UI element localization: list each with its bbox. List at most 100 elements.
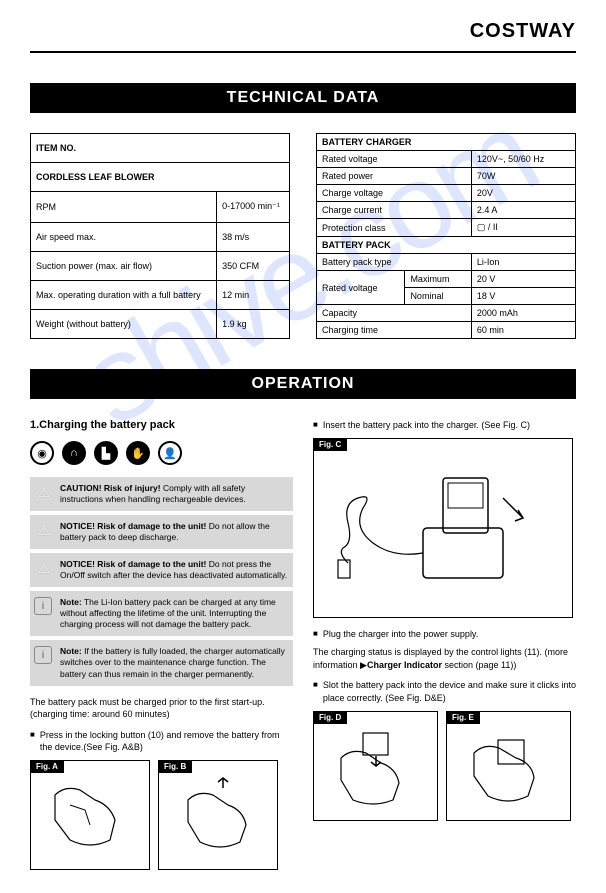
- brand-logo: COSTWAY: [30, 20, 576, 53]
- info-icon: i: [34, 597, 52, 615]
- notice-text: The Li-Ion battery pack can be charged a…: [60, 597, 276, 629]
- figure-label: Fig. C: [313, 438, 347, 451]
- notice-bold: Note:: [60, 646, 82, 656]
- table-cell: 70W: [471, 168, 575, 185]
- section-header-operation: OPERATION: [30, 369, 576, 399]
- table-cell: Weight (without battery): [31, 309, 217, 338]
- caution-box: ⚠ CAUTION! Risk of injury! Comply with a…: [30, 477, 293, 511]
- body-text-bold: Charger Indicator: [367, 660, 442, 670]
- figure-label: Fig. E: [446, 711, 480, 724]
- figure-label: Fig. B: [158, 760, 192, 773]
- table-cell: Suction power (max. air flow): [31, 251, 217, 280]
- tech-table-blower: ITEM NO. CORDLESS LEAF BLOWER RPM0-17000…: [30, 133, 290, 339]
- table-cell: 2.4 A: [471, 202, 575, 219]
- notice-bold: CAUTION! Risk of injury!: [60, 483, 161, 493]
- bullet-item: ■ Plug the charger into the power supply.: [313, 628, 576, 641]
- bullet-item: ■ Insert the battery pack into the charge…: [313, 419, 576, 432]
- bullet-marker-icon: ■: [313, 679, 318, 704]
- table-cell: 20 V: [471, 271, 575, 288]
- table-cell: Rated voltage: [317, 271, 405, 305]
- table-cell: 18 V: [471, 288, 575, 305]
- figure-e-image: [447, 712, 570, 820]
- table-cell: Rated voltage: [317, 151, 472, 168]
- table-cell: Rated power: [317, 168, 472, 185]
- safety-icon-row: ◉ ∩ ▙ ✋ 👤: [30, 441, 293, 465]
- table-cell: Capacity: [317, 305, 472, 322]
- section-header-technical-data: TECHNICAL DATA: [30, 83, 576, 113]
- table-cell: Air speed max.: [31, 222, 217, 251]
- table-header: CORDLESS LEAF BLOWER: [31, 163, 290, 192]
- operation-left-column: 1.Charging the battery pack ◉ ∩ ▙ ✋ 👤 ⚠ …: [30, 419, 293, 880]
- bullet-marker-icon: ■: [313, 419, 318, 432]
- figure-b-image: [159, 761, 277, 869]
- figure-c-image: [314, 439, 572, 617]
- body-text-part: section (page 11)): [442, 660, 516, 670]
- figure-d-image: [314, 712, 437, 820]
- tech-table-battery: BATTERY CHARGER Rated voltage120V~, 50/6…: [316, 133, 576, 339]
- figure-c: Fig. C: [313, 438, 573, 618]
- bullet-marker-icon: ■: [30, 729, 35, 754]
- notice-bold: NOTICE! Risk of damage to the unit!: [60, 521, 206, 531]
- figure-b: Fig. B: [158, 760, 278, 870]
- bullet-text: Plug the charger into the power supply.: [323, 628, 478, 641]
- table-cell: Nominal: [405, 288, 471, 305]
- note-box: i Note: If the battery is fully loaded, …: [30, 640, 293, 685]
- table-cell: 38 m/s: [217, 222, 290, 251]
- table-cell: Max. operating duration with a full batt…: [31, 280, 217, 309]
- notice-text: If the battery is fully loaded, the char…: [60, 646, 285, 678]
- table-cell: 0-17000 min⁻¹: [217, 192, 290, 223]
- table-cell: 120V~, 50/60 Hz: [471, 151, 575, 168]
- table-cell: 1.9 kg: [217, 309, 290, 338]
- bullet-text: Slot the battery pack into the device an…: [323, 679, 576, 704]
- table-cell: 20V: [471, 185, 575, 202]
- figure-row-ab: Fig. A Fig. B: [30, 760, 293, 870]
- bullet-item: ■Slot the battery pack into the device a…: [313, 679, 576, 704]
- bullet-marker-icon: ■: [313, 628, 318, 641]
- table-cell: 2000 mAh: [471, 305, 575, 322]
- clothing-icon: 👤: [158, 441, 182, 465]
- bullet-text: Press in the locking button (10) and rem…: [40, 729, 293, 754]
- table-cell: RPM: [31, 192, 217, 223]
- table-cell: 350 CFM: [217, 251, 290, 280]
- table-cell: Protection class: [317, 219, 472, 237]
- table-cell: Li-Ion: [471, 254, 575, 271]
- figure-label: Fig. A: [30, 760, 64, 773]
- technical-data-tables: ITEM NO. CORDLESS LEAF BLOWER RPM0-17000…: [30, 133, 576, 339]
- table-header: BATTERY CHARGER: [317, 134, 576, 151]
- table-header: BATTERY PACK: [317, 237, 576, 254]
- notice-box: ⚠ NOTICE! Risk of damage to the unit! Do…: [30, 515, 293, 549]
- notice-bold: Note:: [60, 597, 82, 607]
- warning-triangle-icon: ⚠: [34, 483, 54, 501]
- figure-e: Fig. E: [446, 711, 571, 821]
- safety-goggles-icon: ◉: [30, 441, 54, 465]
- figure-a: Fig. A: [30, 760, 150, 870]
- note-box: i Note: The Li-Ion battery pack can be c…: [30, 591, 293, 636]
- operation-content: 1.Charging the battery pack ◉ ∩ ▙ ✋ 👤 ⚠ …: [30, 419, 576, 880]
- bullet-text: Insert the battery pack into the charger…: [323, 419, 530, 432]
- notice-bold: NOTICE! Risk of damage to the unit!: [60, 559, 206, 569]
- figure-a-image: [31, 761, 149, 869]
- table-cell: ▢ / II: [471, 219, 575, 237]
- ear-protection-icon: ∩: [62, 441, 86, 465]
- info-icon: i: [34, 646, 52, 664]
- table-cell: Charge voltage: [317, 185, 472, 202]
- body-text: The charging status is displayed by the …: [313, 646, 576, 671]
- table-cell: Charging time: [317, 322, 472, 339]
- warning-triangle-icon: ⚠: [34, 559, 54, 577]
- notice-box: ⚠ NOTICE! Risk of damage to the unit! Do…: [30, 553, 293, 587]
- footwear-icon: ▙: [94, 441, 118, 465]
- bullet-item: ■Press in the locking button (10) and re…: [30, 729, 293, 754]
- warning-triangle-icon: ⚠: [34, 521, 54, 539]
- figure-label: Fig. D: [313, 711, 347, 724]
- operation-right-column: ■ Insert the battery pack into the charge…: [313, 419, 576, 880]
- table-header: ITEM NO.: [31, 134, 290, 163]
- table-cell: Charge current: [317, 202, 472, 219]
- figure-row-de: Fig. D Fig. E: [313, 711, 576, 821]
- charging-subhead: 1.Charging the battery pack: [30, 419, 293, 431]
- table-cell: 60 min: [471, 322, 575, 339]
- gloves-icon: ✋: [126, 441, 150, 465]
- table-cell: Battery pack type: [317, 254, 472, 271]
- table-cell: Maximum: [405, 271, 471, 288]
- body-text: The battery pack must be charged prior t…: [30, 696, 293, 721]
- figure-d: Fig. D: [313, 711, 438, 821]
